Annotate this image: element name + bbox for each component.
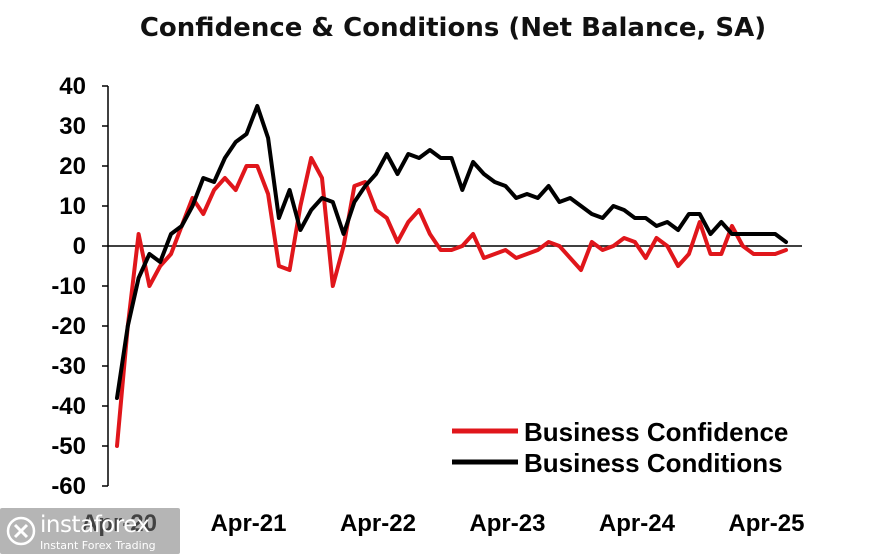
series-lines [115,104,788,448]
x-tick-label: Apr-23 [469,510,545,537]
legend-label: Business Conditions [524,448,783,478]
series-line-business-confidence [115,156,788,448]
y-tick-label: 20 [59,153,86,180]
y-tick-label: 0 [73,233,86,260]
y-tick-label: -20 [51,313,86,340]
x-tick-label: Apr-24 [599,510,676,537]
chart-title: Confidence & Conditions (Net Balance, SA… [140,13,766,43]
y-tick-label: -40 [51,393,86,420]
y-tick-label: -10 [51,273,86,300]
y-tick-label: -60 [51,473,86,500]
watermark-tagline: Instant Forex Trading [40,539,156,552]
y-tick-label: 40 [59,73,86,100]
y-tick-label: 30 [59,113,86,140]
instaforex-logo-icon [6,516,36,546]
instaforex-watermark: instaforex Instant Forex Trading [0,508,180,554]
y-axis-ticks: 40 30 20 10 0 -10 -20 -30 -40 -50 -60 [51,73,108,500]
x-tick-label: Apr-22 [340,510,416,537]
x-tick-label: Apr-21 [210,510,286,537]
y-tick-label: -50 [51,433,86,460]
legend-label: Business Confidence [524,417,788,447]
y-tick-label: -30 [51,353,86,380]
watermark-name: instaforex [40,512,150,538]
y-tick-label: 10 [59,193,86,220]
x-tick-label: Apr-25 [728,510,804,537]
